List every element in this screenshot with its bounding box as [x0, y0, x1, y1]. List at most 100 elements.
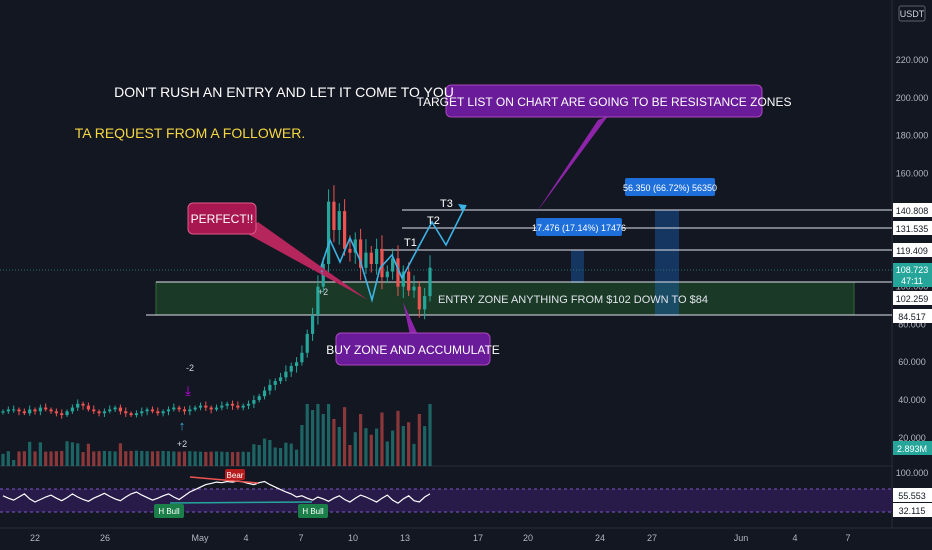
volume-bar: [284, 442, 288, 466]
measure-big-badge: [625, 178, 715, 196]
candle-body: [337, 211, 341, 230]
candle-body: [150, 409, 155, 412]
candle-body: [161, 411, 165, 414]
volume-bar: [412, 443, 416, 466]
candle-body: [364, 252, 368, 268]
rsi-bull-badge-1: [154, 504, 184, 518]
candle-body: [380, 248, 384, 278]
candle-body: [316, 286, 320, 315]
candle-body: [252, 400, 256, 404]
wave-projection-line: [319, 204, 467, 304]
candle-body: [54, 411, 58, 414]
candle-body: [214, 407, 219, 410]
candle-body: [172, 407, 176, 410]
volume-bar: [1, 453, 5, 466]
volume-bar: [220, 451, 224, 466]
candle-body: [225, 403, 229, 406]
level-label-119: 119.409: [896, 246, 928, 256]
chart-title: DON'T RUSH AN ENTRY AND LET IT COME TO Y…: [114, 84, 454, 100]
time-tick-label: 24: [595, 533, 605, 543]
signal-down-label: -2: [186, 363, 194, 373]
candle-body: [97, 411, 101, 414]
candle-body: [49, 409, 53, 412]
entry-zone-label: ENTRY ZONE ANYTHING FROM $102 DOWN TO $8…: [438, 294, 708, 306]
price-tick-label: 80.000: [898, 319, 926, 329]
time-tick-label: 7: [845, 533, 850, 543]
volume-bar: [108, 451, 112, 466]
candle-body: [65, 411, 69, 416]
candle-body: [401, 271, 405, 287]
signal-down-icon: ⤓: [185, 383, 191, 398]
time-tick-label: 26: [100, 533, 110, 543]
volume-bar: [391, 430, 395, 466]
currency-label: USDT: [900, 9, 925, 19]
volume-bar: [172, 451, 176, 466]
candle-body: [76, 403, 80, 408]
volume-bar: [332, 418, 336, 466]
level-label-84: 84.517: [898, 312, 926, 322]
price-tick-label: 60.000: [898, 357, 926, 367]
volume-bar: [193, 451, 197, 466]
volume-bar: [204, 451, 208, 466]
current-price-label: 108.723: [896, 265, 929, 275]
volume-bar: [364, 428, 368, 466]
candle-body: [423, 296, 427, 310]
candle-body: [140, 411, 144, 414]
rsi-bull-divergence-line: [169, 501, 313, 504]
volume-bar: [97, 451, 101, 466]
volume-bar: [396, 410, 400, 466]
volume-bar: [54, 451, 58, 466]
volume-bar: [230, 452, 235, 466]
volume-bar: [76, 443, 80, 466]
candle-body: [310, 315, 315, 334]
volume-bar: [305, 404, 309, 466]
volume-bar: [375, 428, 379, 466]
target-t1-label: T1: [404, 237, 417, 249]
rsi-bear-divergence-line: [189, 476, 259, 484]
volume-bar: [92, 451, 96, 466]
candle-body: [278, 377, 283, 382]
volume-bar: [65, 441, 69, 466]
rsi-bear-text: Bear: [227, 471, 244, 480]
candle-body: [428, 267, 432, 297]
measure-small-badge: [536, 218, 622, 236]
time-tick-label: 17: [473, 533, 483, 543]
candle-body: [289, 366, 293, 372]
candle-body: [129, 413, 133, 416]
time-tick-label: May: [191, 533, 209, 543]
wave-start-label: +2: [318, 287, 328, 297]
volume-bar: [124, 451, 128, 466]
buy-zone-callout-box: [335, 332, 491, 366]
candle-body: [198, 405, 203, 408]
volume-bar: [38, 442, 42, 466]
time-tick-label: 7: [298, 533, 303, 543]
rsi-high-label: 55.553: [898, 491, 926, 501]
candle-body: [22, 411, 26, 414]
volume-bar: [268, 440, 272, 466]
candle-body: [326, 201, 331, 264]
candle-body: [407, 271, 411, 291]
volume-bar: [134, 450, 139, 466]
candle-body: [108, 409, 112, 412]
candle-body: [359, 239, 363, 268]
candle-body: [44, 407, 48, 410]
candle-body: [305, 333, 309, 353]
candle-body: [241, 405, 245, 408]
candle-body: [166, 409, 171, 412]
volume-bar: [44, 451, 48, 466]
perfect-callout-box: [187, 202, 257, 235]
candle-body: [12, 409, 16, 411]
rsi-high-badge: [893, 488, 932, 502]
volume-badge: [893, 441, 932, 455]
volume-bar: [380, 412, 384, 466]
price-tick-label: 180.000: [896, 131, 929, 141]
candle-body: [417, 286, 421, 310]
candle-body: [353, 239, 357, 253]
volume-bar: [161, 450, 165, 466]
volume-bars: [1, 404, 432, 466]
currency-badge[interactable]: [898, 5, 926, 22]
volume-bar: [166, 451, 171, 466]
wave-projection-arrowhead: [458, 204, 466, 212]
volume-bar: [6, 451, 10, 466]
